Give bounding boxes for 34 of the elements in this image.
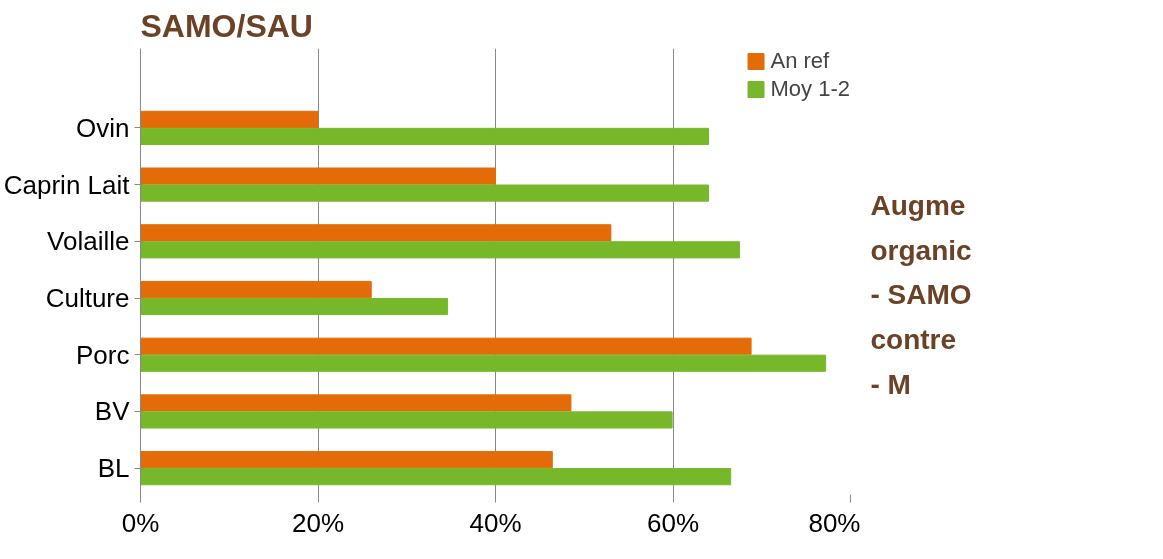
bar [140, 337, 752, 355]
x-tick-label: 0% [121, 507, 160, 538]
x-tick-label: 80% [808, 507, 861, 538]
y-tick-label: Culture [45, 283, 130, 314]
y-tick-label: Ovin [76, 112, 130, 143]
y-tick-label: BV [94, 396, 131, 427]
y-tick-label: BL [97, 453, 130, 484]
bar [140, 468, 732, 486]
y-tick-label: Caprin Lait [3, 169, 131, 200]
text: contre [870, 324, 957, 356]
x-tick-label: 20% [291, 507, 345, 538]
bar [140, 127, 709, 145]
y-tick-label: Porc [76, 339, 130, 370]
text: - SAMO [870, 279, 972, 311]
x-tick-label: 40% [469, 507, 522, 538]
bar [140, 224, 612, 242]
bar [140, 297, 449, 316]
bar [140, 184, 709, 202]
legend-label: An ref [770, 48, 830, 74]
bar [140, 411, 673, 429]
bar [140, 394, 572, 412]
x-tick-label: 60% [646, 507, 700, 538]
bar [140, 110, 319, 128]
text: organic [870, 234, 972, 266]
legend-label: Moy 1-2 [770, 76, 850, 102]
chart-title: SAMO/SAU [140, 7, 313, 44]
bar [140, 241, 741, 259]
y-tick-label: Volaille [47, 226, 130, 257]
text: - M [870, 369, 911, 400]
bar [140, 167, 496, 185]
bar [140, 451, 553, 469]
bar [140, 354, 827, 372]
text: Augme [870, 189, 966, 221]
bar [140, 280, 372, 299]
